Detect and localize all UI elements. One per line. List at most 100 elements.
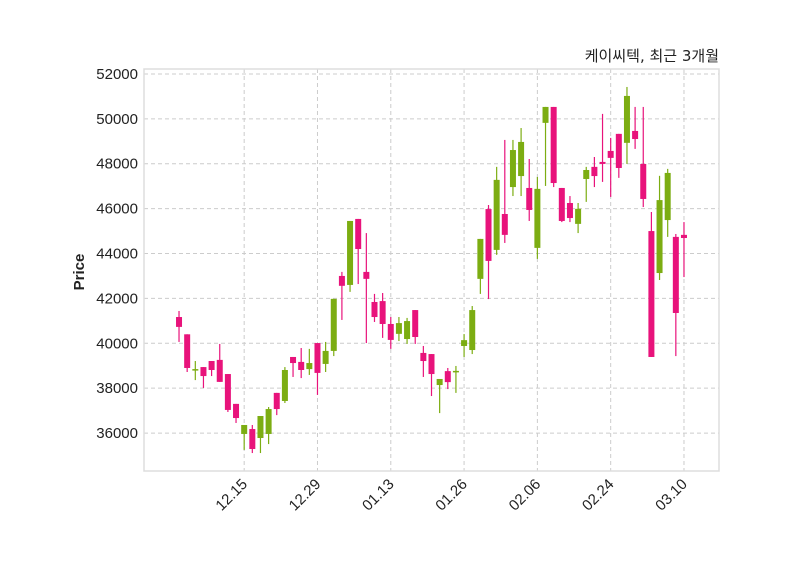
candle-body	[623, 95, 630, 143]
candle-down	[420, 345, 427, 377]
candle-down	[387, 317, 394, 349]
x-axis-ticks: 12.15 12.29 01.13 01.26 02.06 02.24 03.10	[212, 476, 690, 515]
candle-body	[607, 150, 614, 158]
candle-body	[558, 187, 565, 221]
candle-body	[338, 275, 345, 286]
candle-down	[607, 137, 614, 197]
candle-body	[542, 106, 549, 123]
candle-body	[550, 106, 557, 184]
candle-body	[395, 323, 402, 334]
candle-body	[200, 367, 207, 377]
y-tick-label: 42000	[96, 290, 138, 307]
candle-down	[233, 403, 240, 423]
candle-down	[176, 310, 183, 342]
candle-up	[281, 367, 288, 403]
candle-up	[330, 298, 337, 357]
candle-body	[493, 179, 500, 250]
candle-body	[591, 166, 598, 177]
candle-body	[599, 161, 606, 164]
candle-down	[444, 367, 451, 390]
candle-body	[233, 403, 240, 419]
candle-body	[615, 133, 622, 168]
candle-up	[452, 365, 459, 393]
candle-body	[469, 310, 476, 351]
candle-body	[306, 363, 313, 370]
candle-down	[363, 233, 370, 344]
candle-down	[599, 113, 606, 182]
candle-body	[330, 298, 337, 351]
candle-body	[298, 361, 305, 370]
candle-down	[526, 159, 533, 221]
chart-title: 케이씨텍, 최근 3개월	[585, 47, 719, 65]
grid	[144, 69, 719, 471]
candle-body	[273, 392, 280, 410]
y-tick-label: 48000	[96, 156, 138, 173]
candle-down	[680, 222, 687, 278]
candle-down	[632, 106, 639, 149]
y-axis-label: Price	[71, 254, 88, 291]
candle-up	[477, 238, 484, 294]
plot-frame	[143, 68, 720, 472]
candle-body	[371, 301, 378, 318]
candle-up	[469, 306, 476, 355]
candle-body	[518, 141, 525, 177]
candle-down	[249, 424, 256, 454]
candle-up	[509, 139, 516, 197]
candle-body	[575, 208, 582, 224]
candle-body	[281, 369, 288, 401]
x-tick-label: 02.06	[506, 476, 545, 515]
candle-body	[176, 317, 183, 327]
candle-body	[363, 271, 370, 279]
candle-body	[314, 343, 321, 373]
candle-up	[192, 361, 199, 381]
y-tick-label: 50000	[96, 111, 138, 128]
candle-up	[664, 168, 671, 237]
candle-down	[314, 343, 321, 395]
x-tick-label: 03.10	[652, 476, 691, 515]
candle-down	[224, 374, 231, 412]
candle-down	[485, 205, 492, 300]
candle-down	[648, 211, 655, 357]
candle-up	[436, 378, 443, 414]
candle-body	[347, 220, 354, 285]
x-tick-label: 01.26	[432, 476, 471, 515]
candle-up	[257, 416, 264, 454]
candle-up	[347, 220, 354, 292]
candle-up	[265, 407, 272, 445]
x-tick-label: 12.15	[212, 476, 251, 515]
candle-down	[640, 106, 647, 208]
y-tick-label: 38000	[96, 380, 138, 397]
candle-down	[558, 187, 565, 223]
y-tick-label: 44000	[96, 246, 138, 263]
candle-body	[656, 200, 663, 274]
candle-body	[404, 321, 411, 340]
candle-body	[509, 150, 516, 188]
candle-up	[395, 317, 402, 342]
candle-down	[200, 367, 207, 388]
candle-up	[306, 348, 313, 375]
candle-up	[241, 424, 248, 450]
candle-body	[452, 370, 459, 373]
candle-body	[664, 172, 671, 221]
candle-up	[656, 175, 663, 280]
candle-body	[290, 356, 297, 364]
candle-body	[257, 416, 264, 439]
candle-body	[241, 424, 248, 434]
candle-up	[623, 86, 630, 164]
candle-down	[355, 218, 362, 285]
candle-body	[583, 170, 590, 179]
candle-body	[632, 130, 639, 140]
x-tick-label: 01.13	[359, 476, 398, 515]
candle-down	[290, 356, 297, 377]
candle-down	[298, 347, 305, 379]
candle-down	[428, 354, 435, 397]
candle-body	[640, 163, 647, 199]
candles	[176, 86, 687, 454]
candle-body	[208, 361, 215, 370]
candle-up	[322, 341, 329, 373]
candle-body	[477, 238, 484, 279]
candle-up	[583, 166, 590, 202]
candle-up	[534, 176, 541, 259]
candle-body	[249, 429, 256, 450]
